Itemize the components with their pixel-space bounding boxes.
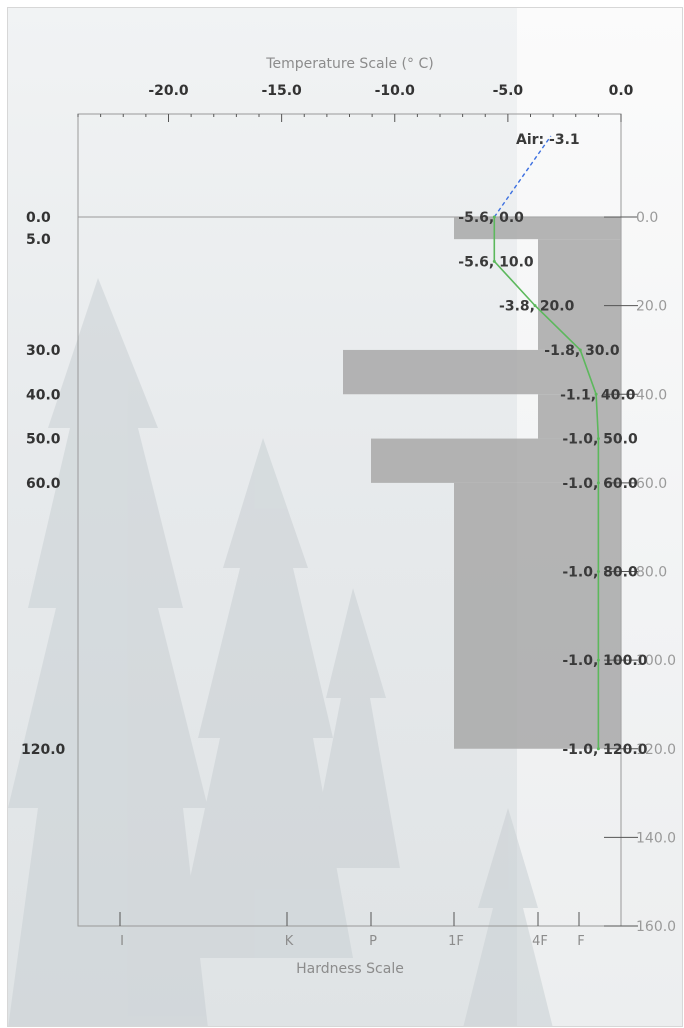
temperature-point-8 [596, 658, 600, 662]
temp-tick-label-4: 0.0 [609, 83, 634, 99]
temp-tick-label-2: -10.0 [375, 83, 416, 99]
depth-tick-label-4: 80.0 [636, 565, 667, 581]
hardness-tick-label-1: K [285, 934, 294, 949]
temperature-point-label-3: -1.8, 30.0 [544, 343, 620, 359]
temperature-point-1 [492, 259, 496, 263]
layer-bar-5 [454, 482, 621, 749]
temperature-point-label-1: -5.6, 10.0 [458, 254, 534, 270]
snow-profile-chart: 0.0 5.0 30.0 40.0 50.0 60.0 120.0 -20.0 -15.0 -10… [8, 56, 676, 1026]
tree-silhouettes [8, 278, 553, 1026]
temp-tick-label-1: -15.0 [261, 83, 302, 99]
temperature-point-6 [596, 481, 600, 485]
depth-tick-label-0: 0.0 [636, 210, 658, 226]
depth-tick-label-2: 40.0 [636, 387, 667, 403]
temperature-profile-line [493, 217, 600, 749]
temperature-point-3 [578, 348, 582, 352]
temperature-point-label-7: -1.0, 80.0 [562, 565, 638, 581]
hardness-tick-label-5: F [577, 934, 584, 949]
temperature-point-7 [596, 570, 600, 573]
temperature-point-label-6: -1.0, 60.0 [562, 476, 638, 492]
temperature-axis-title: Temperature Scale (° C) [265, 56, 433, 72]
depth-tick-label-5: 100.0 [636, 653, 676, 669]
depth-tick-label-3: 60.0 [636, 476, 667, 492]
layer-bar-1 [538, 239, 621, 350]
layer-top-label-2: 30.0 [26, 343, 61, 359]
temperature-point-label-5: -1.0, 50.0 [562, 432, 638, 448]
layer-bar-4 [371, 438, 621, 483]
layer-top-label-1: 5.0 [26, 232, 51, 248]
temperature-point-9 [596, 747, 600, 751]
air-temperature-label: Air: -3.1 [516, 132, 580, 148]
layer-top-label-5: 60.0 [26, 476, 61, 492]
depth-tick-label-7: 140.0 [636, 830, 676, 846]
temperature-point-label-8: -1.0, 100.0 [562, 653, 647, 669]
layer-bar-2 [343, 349, 621, 395]
depth-tick-label-8: 160.0 [636, 919, 676, 935]
hardness-tick-label-3: 1F [448, 934, 464, 949]
depth-tick-label-6: 120.0 [636, 742, 676, 758]
temperature-point-4 [594, 392, 598, 396]
hardness-tick-label-0: I [120, 934, 124, 949]
layer-top-label-3: 40.0 [26, 387, 61, 403]
air-temperature-line [493, 135, 552, 218]
layer-bar-0 [454, 217, 621, 240]
chart-frame: 0.0 5.0 30.0 40.0 50.0 60.0 120.0 -20.0 -15.0 -10… [7, 7, 683, 1027]
layer-top-label-4: 50.0 [26, 432, 61, 448]
temperature-point-label-2: -3.8, 20.0 [499, 299, 575, 315]
temperature-point-label-4: -1.1, 40.0 [560, 387, 636, 403]
temp-tick-label-0: -20.0 [148, 83, 189, 99]
temp-tick-label-3: -5.0 [493, 83, 524, 99]
temperature-point-label-0: -5.6, 0.0 [458, 210, 524, 226]
layer-bar-3 [538, 394, 621, 439]
layer-bottom-label: 120.0 [21, 742, 66, 758]
hardness-tick-label-4: 4F [532, 934, 548, 949]
hardness-axis-title: Hardness Scale [296, 961, 404, 977]
hardness-tick-label-2: P [369, 934, 377, 949]
temperature-point-5 [596, 437, 600, 441]
temperature-point-0 [492, 215, 496, 219]
layer-top-label-0: 0.0 [26, 210, 51, 226]
temperature-point-label-9: -1.0, 120.0 [562, 742, 647, 758]
temperature-point-2 [533, 304, 537, 308]
depth-tick-label-1: 20.0 [636, 299, 667, 315]
